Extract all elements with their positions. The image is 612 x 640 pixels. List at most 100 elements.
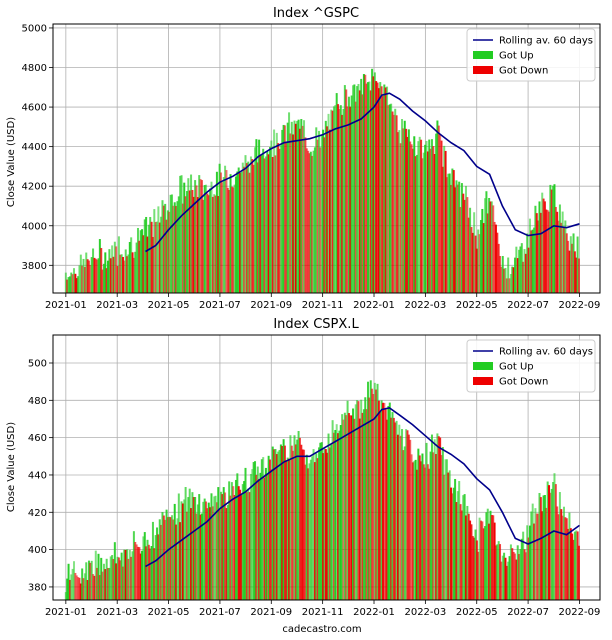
bar-up: [130, 237, 133, 293]
y-axis: 3800 4000 4200 4400 4600 4800 5000: [22, 23, 53, 272]
bar-up: [120, 254, 123, 293]
bar-up: [92, 248, 95, 293]
bar-up: [83, 573, 86, 600]
bar-down: [191, 189, 194, 293]
bar-up: [210, 181, 213, 293]
bar-down: [274, 155, 277, 293]
bar-up: [511, 266, 514, 293]
bar-down: [524, 552, 527, 600]
bar-up: [479, 219, 482, 293]
bar-down: [411, 462, 414, 600]
bar-up: [553, 184, 556, 293]
bar-up: [334, 105, 337, 293]
bar-down: [406, 136, 409, 293]
bar-down: [406, 430, 409, 600]
bar-up: [352, 85, 355, 293]
legend-label: Rolling av. 60 days: [499, 36, 593, 47]
bar-down: [549, 492, 552, 600]
bar-down: [546, 210, 549, 293]
bar-down: [149, 548, 152, 600]
bar-down: [577, 545, 580, 600]
bar-down: [499, 256, 502, 293]
bar-down: [469, 520, 472, 600]
bar-up: [202, 501, 205, 600]
bar-down: [150, 221, 153, 293]
bar-up: [356, 400, 359, 600]
bar-up: [244, 155, 247, 293]
bar-up: [503, 552, 506, 600]
bar-up: [173, 202, 176, 293]
bar-up: [264, 467, 267, 600]
bar-up: [346, 400, 349, 600]
bar-down: [205, 501, 208, 600]
bar-up: [214, 495, 217, 600]
x-tick-label: 2022-09: [559, 300, 601, 311]
bar-up: [513, 257, 516, 293]
bar-up: [401, 429, 404, 600]
y-tick-label: 460: [28, 433, 47, 444]
bar-down: [77, 577, 80, 600]
bar-down: [146, 236, 149, 293]
bar-down: [74, 572, 77, 600]
bar-down: [188, 190, 191, 293]
bar-down: [368, 397, 371, 600]
bar-up: [141, 229, 144, 293]
bar-down: [451, 493, 454, 600]
bar-down: [243, 166, 246, 293]
bar-down: [482, 223, 485, 293]
bar-up: [451, 168, 454, 293]
bar-up: [347, 96, 350, 294]
bar-down: [471, 232, 474, 293]
bar-down: [505, 565, 508, 600]
chart-cspx: Index CSPX.L 2021-01 2021-03 2021-05 2021-0…: [6, 317, 601, 618]
bar-up: [188, 488, 191, 600]
bar-down: [132, 257, 135, 293]
bar-up: [234, 479, 237, 600]
x-axis: 2021-01 2021-03 2021-05 2021-07 2021-09 2021-…: [45, 293, 600, 311]
bar-up: [549, 184, 552, 293]
bar-down: [104, 569, 107, 600]
bar-down: [450, 487, 453, 600]
bar-down: [342, 419, 345, 600]
bar-down: [371, 388, 374, 600]
bar-up: [117, 236, 120, 293]
bar-down: [323, 137, 326, 293]
bar-down: [328, 447, 331, 600]
bar-up: [215, 171, 218, 293]
bar-down: [492, 205, 495, 293]
bar-down: [402, 128, 405, 293]
bar-up: [542, 495, 545, 600]
bar-up: [444, 459, 447, 600]
bar-down: [112, 558, 115, 600]
bar-down: [337, 433, 340, 600]
bar-down: [577, 258, 580, 293]
bar-down: [232, 187, 235, 293]
bar-up: [66, 578, 69, 600]
bar-down: [229, 495, 232, 600]
bar-up: [454, 478, 457, 600]
bar-up: [230, 482, 233, 600]
bar-down: [252, 164, 255, 293]
bar-up: [269, 146, 272, 293]
bar-down: [402, 450, 405, 600]
bar-down: [190, 508, 193, 600]
footer-credit: cadecastro.com: [282, 624, 361, 635]
bar-down: [226, 187, 229, 293]
bar-up: [128, 549, 131, 600]
legend-label: Rolling av. 60 days: [499, 347, 593, 358]
bar-up: [67, 563, 70, 600]
bar-down: [467, 513, 470, 600]
bar-down: [289, 133, 292, 293]
bar-up: [209, 188, 212, 293]
bar-down: [376, 82, 379, 293]
bar-up: [523, 249, 526, 293]
bar-down: [409, 141, 412, 293]
bar-down: [562, 227, 565, 293]
bar-up: [422, 152, 425, 293]
bar-up: [323, 448, 326, 600]
bar-down: [440, 455, 443, 600]
bar-down: [308, 153, 311, 293]
bar-down: [386, 419, 389, 600]
bar-down: [239, 172, 242, 293]
x-tick-label: 2021-07: [199, 607, 241, 618]
